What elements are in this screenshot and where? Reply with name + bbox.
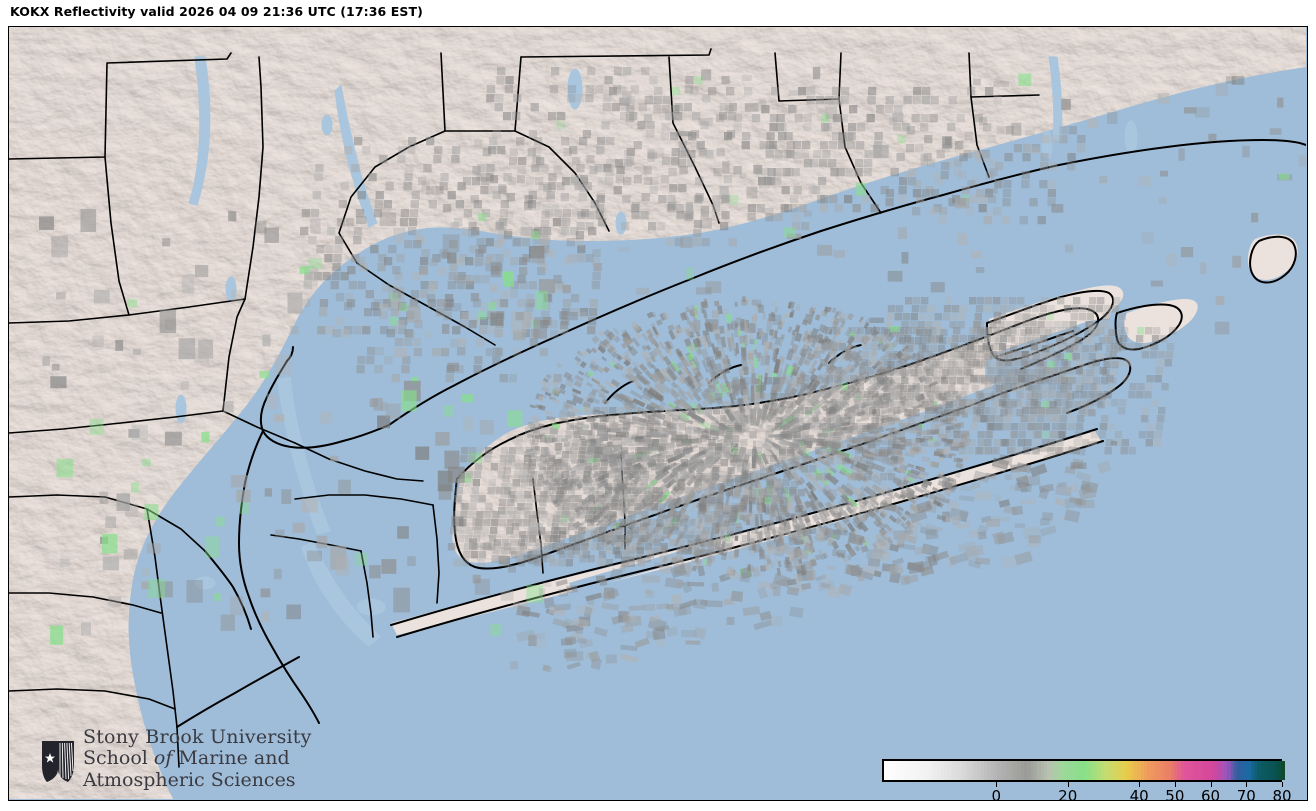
map-frame[interactable]: Stony Brook University School of Marine …	[8, 26, 1308, 801]
hudson-river	[277, 377, 381, 647]
barrier-islands	[391, 431, 1101, 635]
map-canvas[interactable]: Stony Brook University School of Marine …	[9, 27, 1307, 800]
inland-water	[175, 56, 1138, 616]
geography-layer	[9, 27, 1306, 799]
page-title: KOKX Reflectivity valid 2026 04 09 21:36…	[10, 4, 423, 19]
